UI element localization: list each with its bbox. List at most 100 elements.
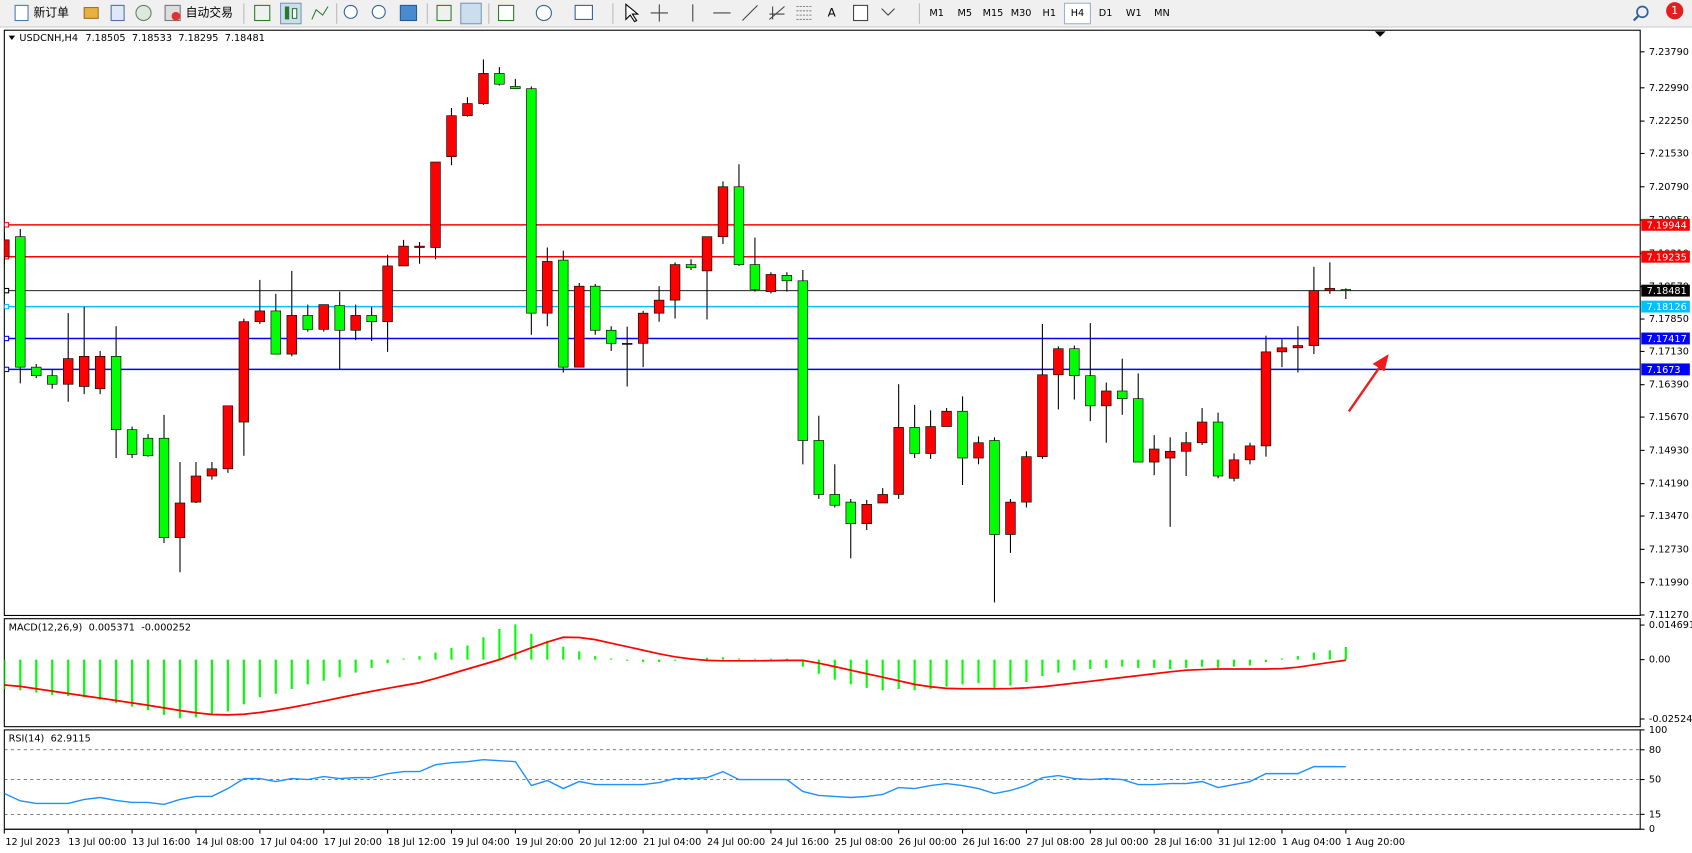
x-tick-label: 14 Jul 08:00 bbox=[196, 837, 254, 848]
symbol-menu-arrow[interactable] bbox=[8, 35, 16, 40]
open-value: 7.18505 bbox=[85, 33, 125, 44]
cursor-tool[interactable] bbox=[625, 3, 640, 23]
timeframe-button[interactable]: M1 bbox=[929, 8, 944, 19]
candle-body bbox=[925, 426, 936, 454]
candle-body bbox=[606, 329, 617, 344]
templates-tool[interactable] bbox=[574, 4, 593, 20]
candle-body bbox=[238, 321, 250, 423]
high-value: 7.18533 bbox=[132, 33, 172, 44]
tool-icon[interactable] bbox=[83, 7, 99, 19]
new-order-button[interactable]: 新订单 bbox=[14, 4, 69, 22]
price-tag bbox=[1641, 284, 1690, 297]
candle-body bbox=[829, 494, 840, 506]
periods-tool[interactable] bbox=[535, 4, 552, 22]
notification-badge[interactable] bbox=[1666, 2, 1684, 20]
candle-body bbox=[1324, 288, 1336, 292]
arrows-tool[interactable] bbox=[881, 8, 895, 16]
x-tick-label: 19 Jul 20:00 bbox=[515, 837, 573, 848]
x-tick-label: 24 Jul 16:00 bbox=[771, 837, 829, 848]
y-tick-label: 100 bbox=[1649, 725, 1668, 736]
toolbar-bg bbox=[0, 0, 1692, 27]
axes: 7.237907.229907.222507.215307.207907.200… bbox=[3, 47, 1692, 848]
candle-body bbox=[845, 501, 856, 525]
crosshair-tool[interactable] bbox=[650, 4, 668, 22]
y-tick-label: 7.13470 bbox=[1649, 511, 1689, 522]
timeframe-button[interactable]: H1 bbox=[1043, 8, 1056, 19]
x-tick-label: 12 Jul 2023 bbox=[5, 837, 60, 848]
price-tag-label: 7.19944 bbox=[1647, 220, 1687, 231]
candle-body bbox=[765, 274, 777, 292]
timeframe-button[interactable]: W1 bbox=[1126, 8, 1142, 19]
label-tool[interactable] bbox=[853, 4, 869, 22]
candle-body bbox=[749, 264, 761, 290]
chart-shift-marker[interactable] bbox=[1374, 31, 1386, 37]
timeframe-button[interactable]: M15 bbox=[983, 8, 1004, 19]
tool-icon[interactable] bbox=[110, 4, 125, 22]
candle-body bbox=[733, 186, 745, 265]
candle-body bbox=[334, 305, 345, 331]
timeframe-button[interactable]: H4 bbox=[1071, 8, 1084, 19]
active-timeframe-box bbox=[1063, 2, 1091, 25]
zoom-in-tool[interactable] bbox=[343, 4, 358, 19]
candle-body bbox=[1228, 459, 1240, 479]
y-tick-label: 7.11990 bbox=[1649, 578, 1689, 589]
candle-body bbox=[414, 245, 425, 248]
timeframe-button[interactable]: M5 bbox=[958, 8, 973, 19]
candle-body bbox=[462, 103, 473, 117]
candle-body bbox=[110, 356, 122, 431]
y-tick-label: 7.14190 bbox=[1649, 479, 1689, 490]
line-anchor bbox=[4, 287, 10, 294]
trendline-tool[interactable] bbox=[742, 5, 758, 21]
timeframe-button[interactable]: M30 bbox=[1011, 8, 1032, 19]
candle-body bbox=[1292, 345, 1304, 349]
candle-body bbox=[590, 285, 601, 331]
zoom-out-tool[interactable] bbox=[371, 4, 386, 19]
tool-icon[interactable] bbox=[135, 4, 152, 22]
rsi-line bbox=[4, 759, 1346, 806]
line-chart-tool[interactable] bbox=[311, 6, 329, 20]
bar-chart-tool[interactable] bbox=[254, 4, 271, 22]
x-tick-label: 1 Aug 20:00 bbox=[1346, 837, 1405, 848]
candle-body bbox=[1164, 450, 1176, 459]
y-tick-label: 0 bbox=[1649, 824, 1655, 835]
annotation-arrow-head bbox=[1372, 354, 1389, 372]
y-tick-label: 7.16390 bbox=[1649, 380, 1689, 391]
candle-body bbox=[669, 264, 681, 301]
autoscroll-tool[interactable] bbox=[436, 4, 452, 22]
low-value: 7.18295 bbox=[178, 33, 218, 44]
search-icon[interactable] bbox=[1636, 5, 1649, 19]
indicators-tool[interactable] bbox=[497, 4, 515, 22]
candle-chart-tool[interactable] bbox=[280, 2, 302, 25]
x-tick-label: 21 Jul 04:00 bbox=[643, 837, 701, 848]
auto-trading-button[interactable]: 自动交易 bbox=[164, 4, 233, 22]
y-tick-label: 80 bbox=[1649, 745, 1661, 756]
annotation-arrow bbox=[1347, 364, 1383, 413]
candle-body bbox=[877, 494, 888, 504]
candle-chart-tool-icon bbox=[284, 6, 290, 20]
x-tick-label: 28 Jul 00:00 bbox=[1090, 837, 1148, 848]
candle-body bbox=[893, 427, 904, 495]
x-tick-label: 18 Jul 12:00 bbox=[388, 837, 446, 848]
notification-count: 1 bbox=[1671, 4, 1678, 17]
candle-body bbox=[286, 315, 297, 355]
fibo-tool[interactable] bbox=[796, 5, 812, 20]
channel-tool[interactable] bbox=[769, 6, 785, 20]
text-tool[interactable]: A bbox=[828, 5, 837, 19]
y-tick-label: 7.22990 bbox=[1649, 83, 1689, 94]
signal-line bbox=[4, 636, 1346, 716]
candle-body bbox=[1069, 348, 1080, 377]
timeframe-button[interactable]: MN bbox=[1154, 8, 1170, 19]
tile-tool[interactable] bbox=[399, 4, 418, 22]
chart-shift-tool[interactable] bbox=[460, 2, 482, 25]
candle-body bbox=[1180, 442, 1192, 452]
new-order-icon bbox=[14, 4, 29, 22]
timeframe-button[interactable]: D1 bbox=[1099, 8, 1113, 19]
new-order-label: 新订单 bbox=[33, 5, 69, 19]
x-tick-label: 25 Jul 08:00 bbox=[835, 837, 893, 848]
x-tick-label: 20 Jul 12:00 bbox=[579, 837, 637, 848]
x-tick-label: 1 Aug 04:00 bbox=[1282, 837, 1341, 848]
x-tick-label: 27 Jul 08:00 bbox=[1026, 837, 1084, 848]
y-tick-label: 7.15670 bbox=[1649, 412, 1689, 423]
candle-body bbox=[1276, 347, 1288, 353]
